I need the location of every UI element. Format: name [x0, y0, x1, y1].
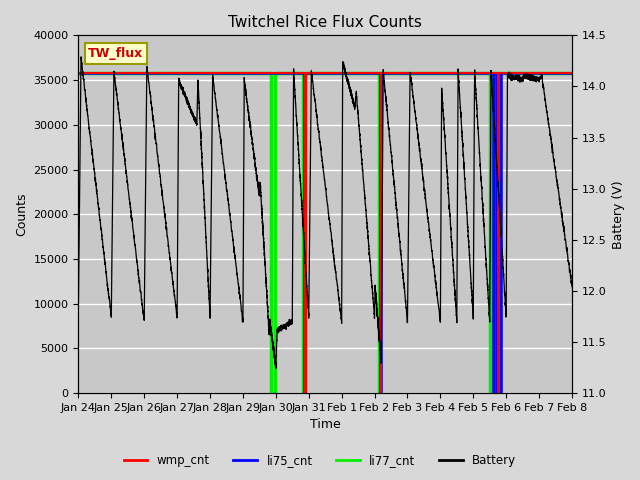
- Y-axis label: Battery (V): Battery (V): [612, 180, 625, 249]
- Legend: wmp_cnt, li75_cnt, li77_cnt, Battery: wmp_cnt, li75_cnt, li77_cnt, Battery: [119, 449, 521, 472]
- Y-axis label: Counts: Counts: [15, 192, 28, 236]
- Text: TW_flux: TW_flux: [88, 47, 143, 60]
- Title: Twitchel Rice Flux Counts: Twitchel Rice Flux Counts: [228, 15, 422, 30]
- X-axis label: Time: Time: [310, 419, 340, 432]
